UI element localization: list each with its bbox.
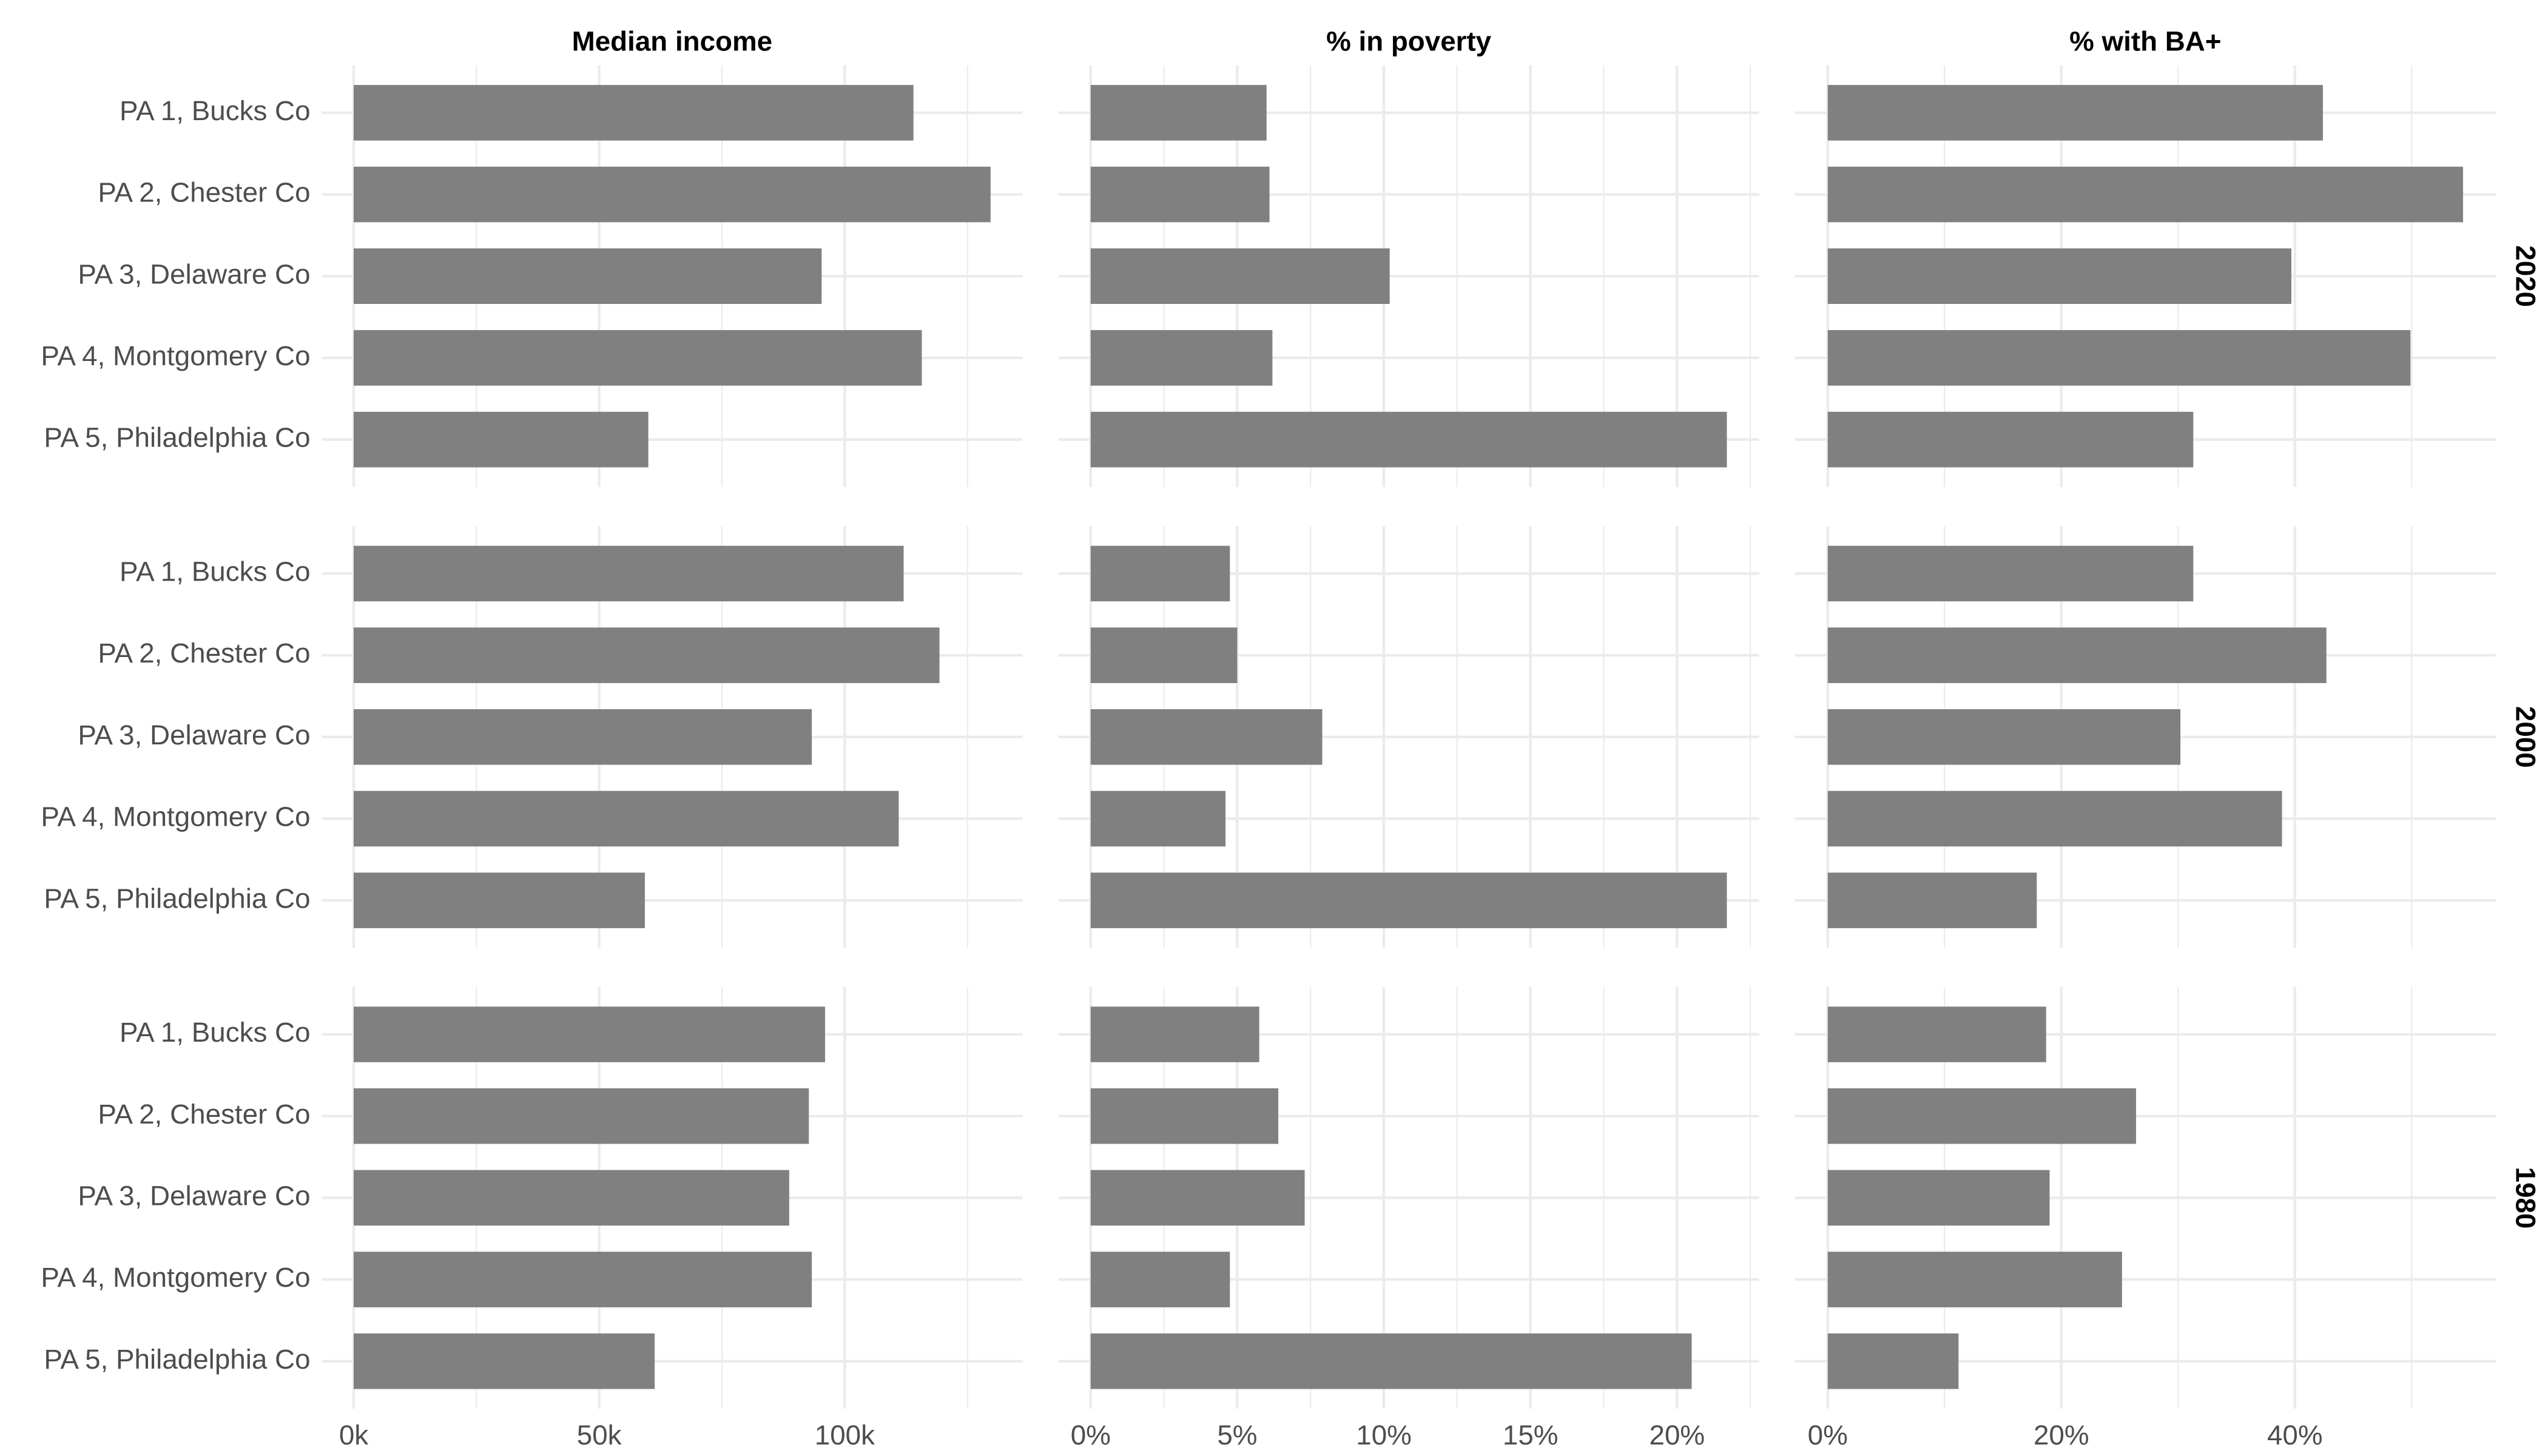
bar [1827, 1170, 2050, 1226]
x-tick-label: 10% [1356, 1420, 1412, 1451]
bar [1827, 790, 2282, 847]
bar [1827, 411, 2194, 468]
bar [1827, 1006, 2046, 1062]
facet-row-strip: 2000 [2510, 706, 2541, 768]
category-label: PA 3, Delaware Co [78, 258, 310, 289]
bar [1090, 411, 1727, 468]
bar [353, 248, 822, 305]
bar [1827, 627, 2327, 683]
category-label: PA 5, Philadelphia Co [44, 1344, 310, 1375]
category-label: PA 4, Montgomery Co [41, 340, 310, 371]
bar [1090, 545, 1230, 602]
bar [353, 166, 991, 223]
bar [1827, 1333, 1959, 1389]
x-tick-label: 5% [1217, 1420, 1257, 1451]
category-label: PA 4, Montgomery Co [41, 1262, 310, 1293]
x-tick-label: 0% [1808, 1420, 1848, 1451]
bar [1090, 1006, 1259, 1062]
category-label: PA 3, Delaware Co [78, 1180, 310, 1211]
bar [1827, 1088, 2136, 1144]
bar [353, 627, 940, 683]
bar [1090, 709, 1323, 765]
category-label: PA 5, Philadelphia Co [44, 422, 310, 453]
bar [353, 1088, 809, 1144]
bar [353, 1333, 655, 1389]
x-tick-label: 20% [1650, 1420, 1705, 1451]
bar [1090, 872, 1727, 928]
bar [353, 330, 922, 386]
bar [1090, 248, 1390, 305]
category-label: PA 5, Philadelphia Co [44, 883, 310, 914]
bar [353, 545, 904, 602]
x-tick-label: 100k [815, 1420, 875, 1451]
bar [1090, 1088, 1279, 1144]
facet-column-title: Median income [572, 25, 773, 56]
bar [1090, 1170, 1305, 1226]
facet-row-strip: 2020 [2510, 245, 2541, 307]
category-label: PA 1, Bucks Co [120, 556, 311, 587]
category-label: PA 3, Delaware Co [78, 720, 310, 750]
x-tick-label: 40% [2267, 1420, 2323, 1451]
bar [1827, 330, 2411, 386]
bar [1827, 872, 2037, 928]
bar [1090, 85, 1267, 141]
x-tick-label: 50k [577, 1420, 622, 1451]
bar [1090, 1252, 1230, 1307]
category-label: PA 2, Chester Co [98, 638, 310, 669]
bar [1827, 248, 2291, 305]
bar [353, 1170, 789, 1226]
bar [1827, 709, 2181, 765]
category-label: PA 4, Montgomery Co [41, 801, 310, 832]
bar [353, 709, 812, 765]
bar [1827, 545, 2194, 602]
x-tick-label: 15% [1503, 1420, 1559, 1451]
facet-row-strip: 1980 [2510, 1167, 2541, 1228]
bar [1090, 330, 1273, 386]
bar [1827, 1252, 2122, 1307]
bar [1090, 627, 1238, 683]
x-tick-label: 20% [2034, 1420, 2089, 1451]
x-tick-label: 0% [1071, 1420, 1111, 1451]
bar [1090, 1333, 1692, 1389]
bar [1827, 166, 2463, 223]
category-label: PA 1, Bucks Co [120, 1017, 311, 1048]
x-tick-label: 0k [339, 1420, 368, 1451]
bar [353, 790, 899, 847]
facet-column-title: % with BA+ [2069, 25, 2221, 56]
facet-column-title: % in poverty [1326, 25, 1492, 56]
category-label: PA 2, Chester Co [98, 1099, 310, 1130]
bar [353, 411, 649, 468]
bar [353, 1006, 826, 1062]
category-label: PA 2, Chester Co [98, 177, 310, 208]
bar [1090, 166, 1270, 223]
bar [1827, 85, 2323, 141]
category-label: PA 1, Bucks Co [120, 95, 311, 126]
bar [353, 85, 914, 141]
bar [353, 1252, 812, 1307]
bar [353, 872, 645, 928]
bar [1090, 790, 1226, 847]
